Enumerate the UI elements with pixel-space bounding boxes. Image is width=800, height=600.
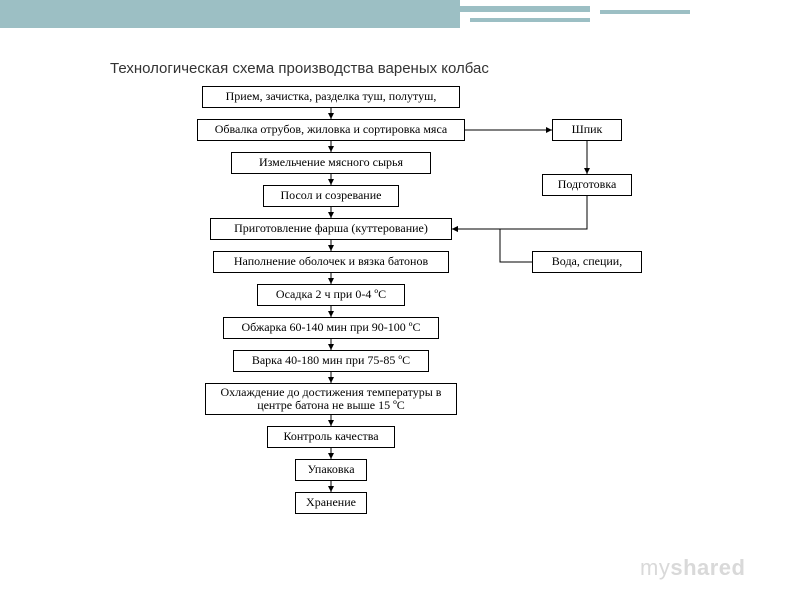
accent-band [460, 6, 590, 12]
flow-node-n5: Приготовление фарша (куттерование) [210, 218, 452, 240]
flow-node-n11: Контроль качества [267, 426, 395, 448]
accent-header [0, 0, 800, 30]
accent-band [0, 0, 460, 28]
accent-band [600, 10, 690, 14]
flow-node-n9: Варка 40-180 мин при 75-85 ºС [233, 350, 429, 372]
watermark-suffix: shared [670, 555, 745, 580]
flow-node-n8: Обжарка 60-140 мин при 90-100 ºС [223, 317, 439, 339]
page-title: Технологическая схема производства варен… [110, 60, 489, 77]
flow-node-n6: Наполнение оболочек и вязка батонов [213, 251, 449, 273]
watermark-prefix: my [640, 555, 670, 580]
flow-node-n3: Измельчение мясного сырья [231, 152, 431, 174]
flow-edge [452, 229, 532, 262]
flow-node-n12: Упаковка [295, 459, 367, 481]
flow-node-s1: Шпик [552, 119, 622, 141]
flow-node-n13: Хранение [295, 492, 367, 514]
accent-band [470, 18, 590, 22]
flow-edge [452, 196, 587, 229]
flow-node-n10: Охлаждение до достижения температуры в ц… [205, 383, 457, 415]
flow-node-n1: Прием, зачистка, разделка туш, полутуш, [202, 86, 460, 108]
watermark: myshared [640, 555, 745, 581]
flow-node-n4: Посол и созревание [263, 185, 399, 207]
flow-node-s3: Вода, специи, [532, 251, 642, 273]
flow-node-n7: Осадка 2 ч при 0-4 ºС [257, 284, 405, 306]
flow-node-s2: Подготовка [542, 174, 632, 196]
flow-node-n2: Обвалка отрубов, жиловка и сортировка мя… [197, 119, 465, 141]
